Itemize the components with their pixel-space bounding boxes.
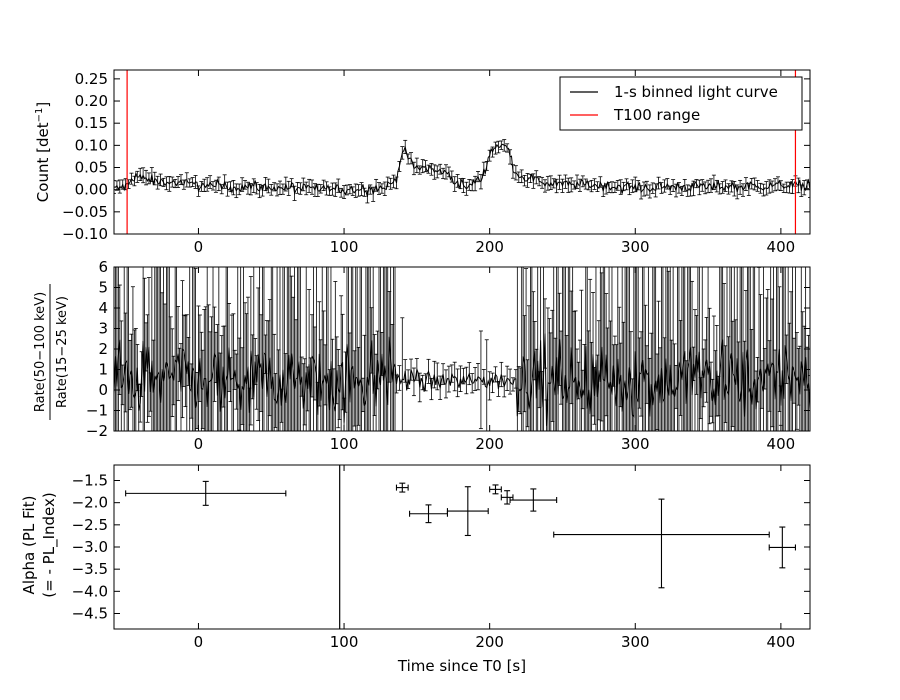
x-tick-label: 300 bbox=[621, 633, 650, 651]
y-tick-label: 0.10 bbox=[75, 136, 108, 154]
y-tick-label: −1 bbox=[86, 402, 108, 420]
y-tick-label: 0.20 bbox=[75, 92, 108, 110]
x-tick-label: 300 bbox=[621, 238, 650, 256]
panel-light-curve: 0 100 200 300 400 −0.10 −0.05 0.00 0.05 0.10 0.15 0… bbox=[34, 69, 811, 256]
x-tick-label: 200 bbox=[475, 435, 504, 453]
hardness-ratio-data bbox=[114, 267, 810, 431]
y-tick-label: 0.25 bbox=[75, 70, 108, 88]
alpha-point bbox=[489, 484, 502, 495]
alpha-ylabel-line2: (= - PL_Index) bbox=[40, 492, 59, 597]
alpha-point bbox=[500, 490, 514, 505]
x-tick-label: 100 bbox=[330, 238, 359, 256]
panel-hardness-ratio: 0 100 200 300 400 −2 −1 0 1 2 3 4 5 6 Rate(50−100 keV… bbox=[33, 258, 811, 453]
y-tick-label: −2 bbox=[86, 422, 108, 440]
alpha-point bbox=[395, 482, 409, 493]
y-tick-label: 5 bbox=[98, 279, 108, 297]
light-curve-ylabel: Count [det−1] bbox=[34, 102, 52, 202]
y-tick-label: −4.5 bbox=[72, 604, 108, 622]
y-tick-label: 3 bbox=[98, 320, 108, 338]
alpha-point bbox=[125, 480, 287, 506]
legend-label-t100: T100 range bbox=[613, 106, 700, 124]
y-tick-label: −2.5 bbox=[72, 516, 108, 534]
hardness-ratio-ylabel-numerator: Rate(50−100 keV) bbox=[33, 292, 48, 412]
legend: 1-s binned light curve T100 range bbox=[559, 76, 803, 131]
y-tick-label: 0.05 bbox=[75, 159, 108, 177]
alpha-point bbox=[509, 488, 558, 512]
x-tick-label: 0 bbox=[194, 238, 204, 256]
alpha-point bbox=[409, 504, 448, 524]
x-tick-label: 200 bbox=[475, 238, 504, 256]
alpha-ylabel-line1: Alpha (PL Fit) bbox=[20, 496, 38, 595]
hardness-ratio-ylabel: Rate(50−100 keV) Rate(15−25 keV) bbox=[33, 284, 70, 420]
alpha-ticks: 0 100 200 300 400 −4.5 −4.0 −3.5 −3.0 −2.5 −2.0 −1.… bbox=[72, 465, 810, 651]
x-tick-label: 200 bbox=[475, 633, 504, 651]
light-curve-line bbox=[114, 143, 810, 198]
hardness-ratio-line bbox=[114, 333, 810, 426]
alpha-point bbox=[553, 498, 770, 589]
hardness-ratio-frame bbox=[113, 266, 811, 432]
panel-alpha: 0 100 200 300 400 −4.5 −4.0 −3.5 −3.0 −2.5 −2.0 −1.… bbox=[20, 464, 811, 675]
y-tick-label: −0.05 bbox=[62, 203, 108, 221]
x-tick-label: 300 bbox=[621, 435, 650, 453]
x-tick-label: 0 bbox=[194, 435, 204, 453]
x-tick-label: 400 bbox=[767, 435, 796, 453]
hardness-ratio-ylabel-denominator: Rate(15−25 keV) bbox=[55, 296, 70, 408]
y-tick-label: 4 bbox=[98, 299, 108, 317]
y-tick-label: 0.15 bbox=[75, 114, 108, 132]
light-curve-ticks: 0 100 200 300 400 −0.10 −0.05 0.00 0.05 0.10 0.15 0… bbox=[62, 70, 810, 256]
alpha-series bbox=[125, 465, 796, 629]
x-tick-label: 100 bbox=[330, 633, 359, 651]
y-tick-label: 0.00 bbox=[75, 181, 108, 199]
alpha-ylabel: Alpha (PL Fit) (= - PL_Index) bbox=[20, 492, 59, 597]
y-tick-label: −1.5 bbox=[72, 472, 108, 490]
alpha-point bbox=[768, 526, 796, 569]
alpha-xlabel: Time since T0 [s] bbox=[397, 657, 526, 675]
y-tick-label: 0 bbox=[98, 381, 108, 399]
legend-box bbox=[559, 76, 803, 131]
y-tick-label: 6 bbox=[98, 258, 108, 276]
legend-label-light-curve: 1-s binned light curve bbox=[614, 83, 778, 101]
y-tick-label: −3.5 bbox=[72, 560, 108, 578]
alpha-frame bbox=[113, 464, 811, 630]
x-tick-label: 400 bbox=[767, 238, 796, 256]
x-tick-label: 100 bbox=[330, 435, 359, 453]
y-tick-label: −2.0 bbox=[72, 494, 108, 512]
y-tick-label: −0.10 bbox=[62, 225, 108, 243]
y-tick-label: 2 bbox=[98, 340, 108, 358]
hardness-ratio-series bbox=[114, 267, 810, 431]
y-tick-label: 1 bbox=[98, 361, 108, 379]
y-tick-label: −3.0 bbox=[72, 538, 108, 556]
x-tick-label: 400 bbox=[767, 633, 796, 651]
x-tick-label: 0 bbox=[194, 633, 204, 651]
light-curve-frame bbox=[113, 69, 811, 235]
alpha-data bbox=[125, 465, 796, 629]
alpha-point bbox=[446, 486, 489, 537]
y-tick-label: −4.0 bbox=[72, 582, 108, 600]
